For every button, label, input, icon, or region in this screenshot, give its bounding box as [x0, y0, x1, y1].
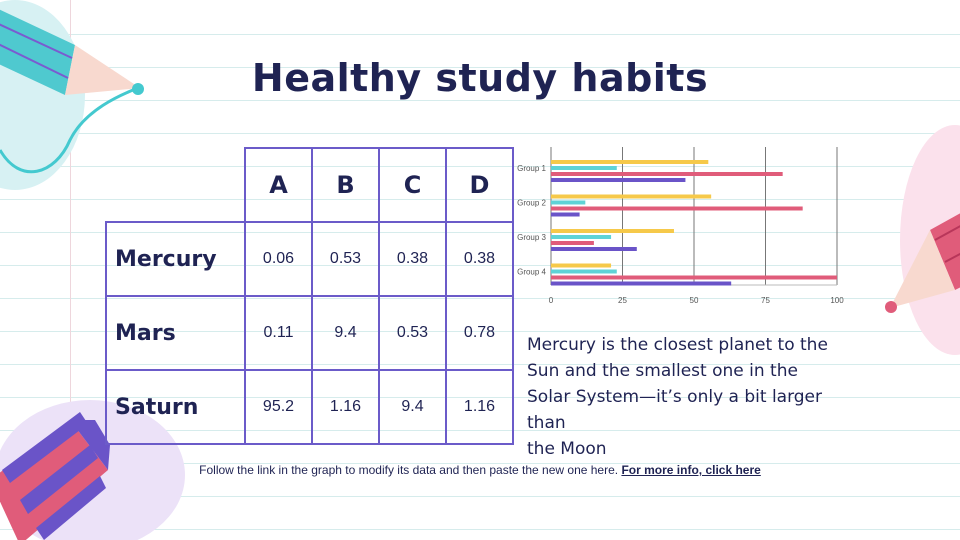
category-label: Group 1 — [517, 164, 546, 173]
column-header: C — [378, 147, 447, 223]
table-cell: 1.16 — [445, 369, 514, 445]
table-row: Saturn 95.2 1.16 9.4 1.16 — [105, 369, 514, 445]
bar — [551, 241, 594, 245]
table-header-row: A B C D — [106, 147, 514, 223]
category-label: Group 4 — [517, 268, 546, 277]
description-line: the Moon — [527, 439, 607, 459]
pencil-string-icon — [0, 86, 139, 174]
table-cell: 0.78 — [445, 295, 514, 371]
table-corner — [106, 148, 246, 223]
bar — [551, 206, 803, 211]
bar — [551, 247, 637, 251]
table-row: Mercury 0.06 0.53 0.38 0.38 — [105, 221, 514, 297]
row-header: Saturn — [105, 369, 246, 445]
bar — [551, 166, 617, 170]
bar — [551, 263, 612, 268]
slide-title: Healthy study habits — [251, 56, 709, 100]
table-row: Mars 0.11 9.4 0.53 0.78 — [105, 295, 514, 371]
description-text: Mercury is the closest planet to the Sun… — [527, 332, 847, 462]
table-cell: 9.4 — [378, 369, 447, 445]
table-cell: 9.4 — [311, 295, 380, 371]
bar — [551, 269, 617, 274]
x-tick-label: 25 — [618, 296, 627, 305]
bar — [551, 229, 674, 233]
teal-pencil-icon — [0, 9, 144, 95]
column-header: B — [311, 147, 380, 223]
bar — [551, 275, 837, 280]
bar — [551, 212, 580, 217]
description-line: Solar System—it’s only a bit larger — [527, 387, 823, 407]
row-header: Mercury — [105, 221, 246, 297]
bar — [551, 178, 686, 182]
description-line: Sun and the smallest one in the — [527, 361, 798, 381]
table-cell: 1.16 — [311, 369, 380, 445]
bar — [551, 160, 709, 164]
column-header: A — [244, 147, 313, 223]
row-header: Mars — [105, 295, 246, 371]
table-cell: 0.06 — [244, 221, 313, 297]
pink-pencil-icon — [885, 213, 960, 313]
category-label: Group 3 — [517, 233, 546, 242]
table-cell: 95.2 — [244, 369, 313, 445]
bar-chart[interactable]: 0 25 50 75 100 Group 1 Group 2 Group 3 Group 4 — [512, 145, 852, 310]
description-line: than — [527, 413, 566, 433]
margin-rule — [70, 0, 71, 540]
more-info-link[interactable]: For more info, click here — [621, 463, 761, 477]
bar — [551, 172, 783, 176]
planet-data-table: A B C D Mercury 0.06 0.53 0.38 0.38 Mars… — [105, 147, 514, 445]
table-cell: 0.53 — [311, 221, 380, 297]
description-line: Mercury is the closest planet to the — [527, 335, 828, 355]
table-cell: 0.38 — [445, 221, 514, 297]
footer-note: Follow the link in the graph to modify i… — [0, 463, 960, 477]
table-cell: 0.11 — [244, 295, 313, 371]
table-cell: 0.38 — [378, 221, 447, 297]
column-header: D — [445, 147, 514, 223]
category-label: Group 2 — [517, 199, 546, 208]
x-tick-label: 0 — [549, 296, 554, 305]
bar — [551, 194, 712, 199]
bar — [551, 200, 586, 205]
x-tick-label: 50 — [690, 296, 699, 305]
x-tick-label: 75 — [761, 296, 770, 305]
crayon-icon — [0, 412, 110, 540]
bar — [551, 281, 732, 286]
x-tick-label: 100 — [830, 296, 844, 305]
bar — [551, 235, 612, 239]
table-cell: 0.53 — [378, 295, 447, 371]
footer-text: Follow the link in the graph to modify i… — [199, 463, 622, 477]
